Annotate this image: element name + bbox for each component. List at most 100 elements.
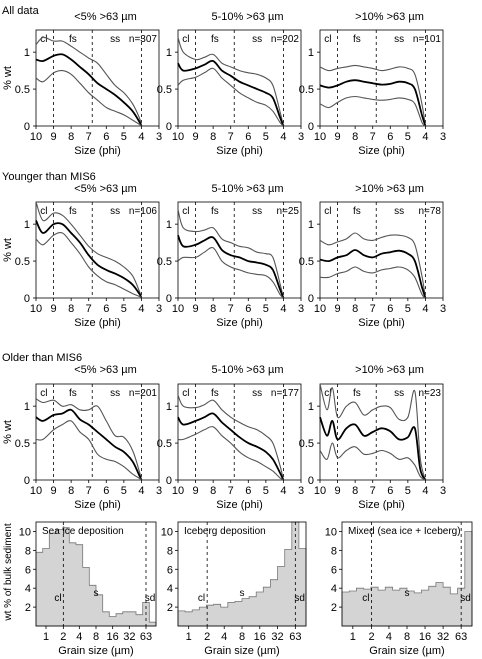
annotation-label: sd xyxy=(145,593,156,604)
x-axis-label: Size (phi) xyxy=(358,499,404,511)
x-tick-label: 4 xyxy=(280,131,286,143)
x-tick-label: 9 xyxy=(51,485,57,497)
zone-label: fs xyxy=(211,34,219,45)
y-tick-label: 0.5 xyxy=(15,438,30,450)
y-tick-label: 0 xyxy=(308,121,314,133)
sample-count: n=101 xyxy=(413,34,442,45)
x-tick-label: 6 xyxy=(245,303,251,315)
panel-title: >10% >63 µm xyxy=(355,11,424,23)
series-line xyxy=(177,394,284,481)
sample-count: n=78 xyxy=(418,206,441,217)
x-tick-label: 3 xyxy=(298,131,304,143)
x-tick-label: 5 xyxy=(263,131,269,143)
x-axis-label: Size (phi) xyxy=(358,317,404,329)
y-tick-label: 8 xyxy=(167,545,173,557)
y-axis-label: % wt xyxy=(2,420,14,444)
y-tick-label: 1 xyxy=(308,219,314,231)
sample-count: n=307 xyxy=(129,34,158,45)
zone-label: ss xyxy=(394,388,404,399)
x-tick-label: 10 xyxy=(314,485,326,497)
series-line xyxy=(35,232,142,299)
x-tick-label: 10 xyxy=(30,131,42,143)
zone-label: fs xyxy=(69,388,77,399)
x-tick-label: 9 xyxy=(51,303,57,315)
y-tick-label: 0 xyxy=(166,121,172,133)
x-tick-label: 4 xyxy=(138,131,144,143)
y-tick-label: 0 xyxy=(308,475,314,487)
x-tick-label: 6 xyxy=(387,485,393,497)
x-axis-label: Size (phi) xyxy=(216,499,262,511)
x-tick-label: 63 xyxy=(289,631,301,643)
series-line xyxy=(319,232,426,299)
panel-title: >10% >63 µm xyxy=(355,364,424,376)
y-tick-label: 4 xyxy=(25,583,31,595)
x-tick-label: 10 xyxy=(172,131,184,143)
y-tick-label: 0 xyxy=(24,475,30,487)
x-tick-label: 8 xyxy=(404,631,410,643)
series-line xyxy=(35,220,143,299)
zone-label: cl xyxy=(40,206,47,217)
x-axis-label: Size (phi) xyxy=(74,499,120,511)
panel-title: Sea ice deposition xyxy=(42,526,124,537)
x-tick-label: 3 xyxy=(440,485,446,497)
x-tick-label: 8 xyxy=(68,485,74,497)
series-line xyxy=(177,37,284,127)
plot-frame xyxy=(177,29,302,127)
x-tick-label: 4 xyxy=(76,631,82,643)
zone-label: fs xyxy=(69,206,77,217)
zone-label: ss xyxy=(110,388,120,399)
series-line xyxy=(319,416,427,481)
x-tick-label: 63 xyxy=(140,631,152,643)
x-axis-label: Size (phi) xyxy=(216,317,262,329)
zone-label: cl xyxy=(182,206,189,217)
y-tick-label: 0 xyxy=(24,121,30,133)
y-tick-label: 0.5 xyxy=(15,84,30,96)
x-tick-label: 8 xyxy=(352,303,358,315)
zone-label: fs xyxy=(353,34,361,45)
x-axis-label: Grain size (µm) xyxy=(58,645,133,657)
x-tick-label: 5 xyxy=(405,303,411,315)
x-tick-label: 8 xyxy=(352,131,358,143)
panel-title: 5-10% >63 µm xyxy=(211,183,283,195)
y-axis-label: % wt xyxy=(2,238,14,262)
y-tick-label: 1 xyxy=(24,401,30,413)
x-tick-label: 6 xyxy=(387,303,393,315)
x-tick-label: 6 xyxy=(103,485,109,497)
x-tick-label: 4 xyxy=(138,485,144,497)
zone-label: fs xyxy=(211,206,219,217)
x-tick-label: 16 xyxy=(254,631,266,643)
zone-label: cl xyxy=(324,34,331,45)
y-tick-label: 0.5 xyxy=(157,84,172,96)
series-line xyxy=(177,246,284,299)
series-line xyxy=(319,64,426,127)
plot-frame xyxy=(35,383,160,481)
series-line xyxy=(319,266,426,299)
y-tick-label: 10 xyxy=(325,526,337,538)
plot-frame xyxy=(177,383,302,481)
y-tick-label: 1 xyxy=(166,47,172,59)
series-line xyxy=(35,420,142,481)
panel-title: >10% >63 µm xyxy=(355,183,424,195)
series-line xyxy=(35,398,142,481)
x-tick-label: 4 xyxy=(422,303,428,315)
y-axis-label: % wt xyxy=(2,66,14,90)
x-tick-label: 4 xyxy=(280,485,286,497)
series-line xyxy=(177,412,285,481)
series-line xyxy=(177,67,284,127)
x-tick-label: 9 xyxy=(335,485,341,497)
annotation-label: cl xyxy=(54,593,61,604)
x-tick-label: 5 xyxy=(405,485,411,497)
panel-title: 5-10% >63 µm xyxy=(211,11,283,23)
x-tick-label: 9 xyxy=(193,131,199,143)
y-tick-label: 0 xyxy=(24,293,30,305)
x-tick-label: 4 xyxy=(422,485,428,497)
plot-frame xyxy=(319,201,444,299)
zone-label: ss xyxy=(252,34,262,45)
zone-label: cl xyxy=(324,388,331,399)
y-tick-label: 4 xyxy=(167,583,173,595)
x-tick-label: 8 xyxy=(352,485,358,497)
y-tick-label: 6 xyxy=(331,564,337,576)
x-tick-label: 3 xyxy=(298,303,304,315)
x-tick-label: 7 xyxy=(370,131,376,143)
panel-title: 5-10% >63 µm xyxy=(211,364,283,376)
